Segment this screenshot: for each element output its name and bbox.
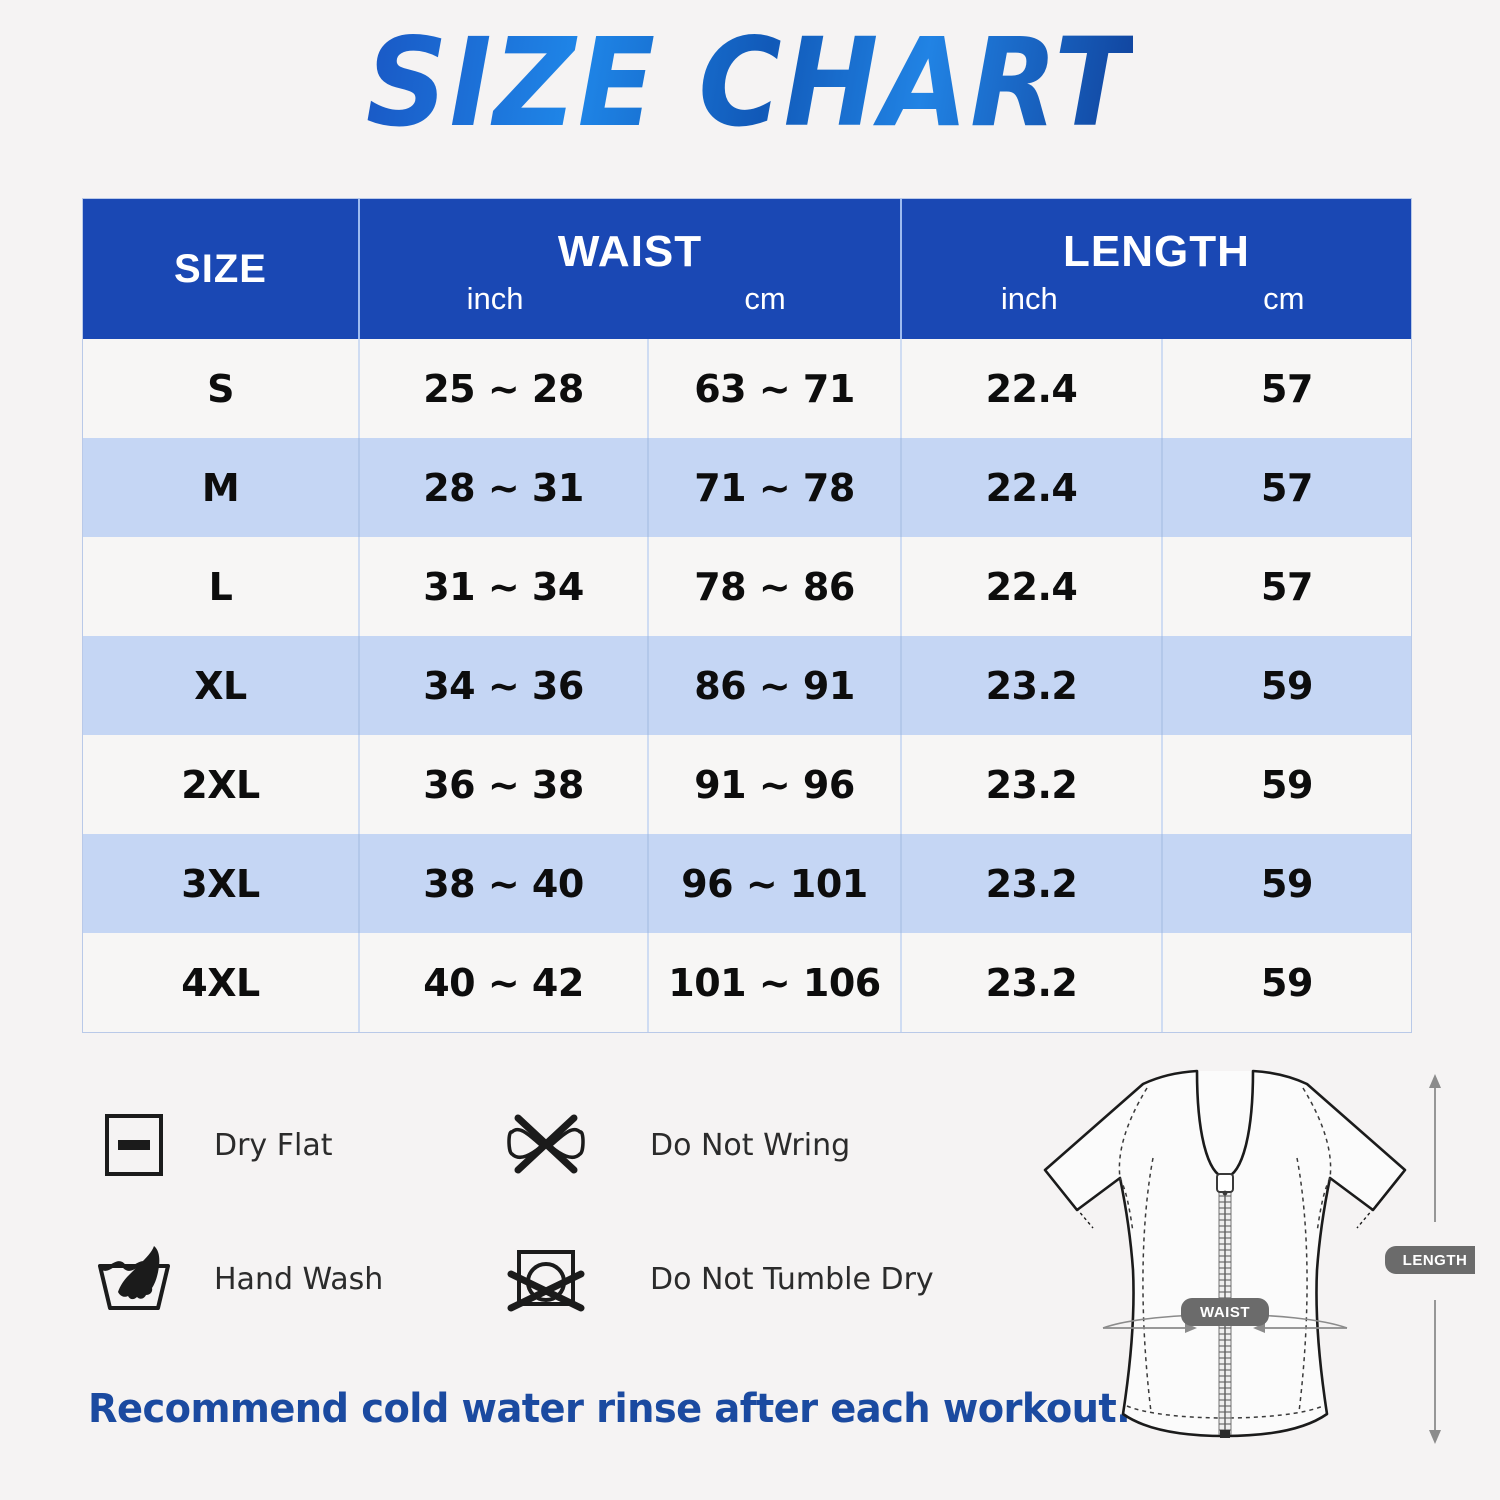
cell-length-cm: 57: [1162, 537, 1411, 636]
header-length-cm: cm: [1263, 281, 1305, 316]
table-row: 4XL 40 ~ 42 101 ~ 106 23.2 59: [83, 933, 1411, 1032]
cell-length-inch: 23.2: [901, 735, 1163, 834]
header-waist-cm: cm: [744, 281, 786, 316]
do-not-wring-icon: [500, 1104, 592, 1186]
waist-badge-label: WAIST: [1200, 1304, 1250, 1321]
cell-length-inch: 22.4: [901, 438, 1163, 537]
size-table: SIZE WAIST inch cm LENGTH: [83, 199, 1411, 1032]
length-badge-label: LENGTH: [1403, 1252, 1468, 1269]
table-row: L 31 ~ 34 78 ~ 86 22.4 57: [83, 537, 1411, 636]
header-length-label: LENGTH: [1063, 227, 1250, 276]
cell-waist-cm: 86 ~ 91: [648, 636, 902, 735]
cell-length-inch: 23.2: [901, 834, 1163, 933]
cell-length-cm: 59: [1162, 636, 1411, 735]
length-measure-arrow: [1429, 1074, 1441, 1444]
recommendation-text: Recommend cold water rinse after each wo…: [88, 1386, 1131, 1432]
table-row: 3XL 38 ~ 40 96 ~ 101 23.2 59: [83, 834, 1411, 933]
header-size: SIZE: [83, 199, 360, 339]
cell-size: S: [83, 339, 360, 438]
cell-size: XL: [83, 636, 360, 735]
cell-waist-inch: 28 ~ 31: [359, 438, 649, 537]
cell-waist-inch: 36 ~ 38: [359, 735, 649, 834]
care-label-hand-wash: Hand Wash: [214, 1261, 384, 1297]
cell-waist-inch: 34 ~ 36: [359, 636, 649, 735]
cell-length-inch: 22.4: [901, 537, 1163, 636]
cell-length-inch: 23.2: [901, 933, 1163, 1032]
cell-length-inch: 22.4: [901, 339, 1163, 438]
do-not-tumble-dry-icon: [500, 1238, 592, 1320]
cell-waist-inch: 40 ~ 42: [359, 933, 649, 1032]
care-item-do-not-wring: Do Not Wring: [500, 1104, 970, 1186]
cell-waist-cm: 71 ~ 78: [648, 438, 902, 537]
cell-length-cm: 59: [1162, 834, 1411, 933]
hand-wash-icon: [88, 1238, 180, 1320]
table-row: 2XL 36 ~ 38 91 ~ 96 23.2 59: [83, 735, 1411, 834]
cell-waist-cm: 101 ~ 106: [648, 933, 902, 1032]
page-title: SIZE CHART: [366, 12, 1134, 154]
care-label-dry-flat: Dry Flat: [214, 1127, 333, 1163]
size-table-container: SIZE WAIST inch cm LENGTH: [82, 198, 1412, 1033]
cell-waist-inch: 31 ~ 34: [359, 537, 649, 636]
care-label-do-not-wring: Do Not Wring: [650, 1127, 851, 1163]
cell-size: 4XL: [83, 933, 360, 1032]
care-item-dry-flat: Dry Flat: [88, 1104, 500, 1186]
cell-waist-cm: 63 ~ 71: [648, 339, 902, 438]
table-header-row: SIZE WAIST inch cm LENGTH: [83, 199, 1411, 339]
table-header: SIZE WAIST inch cm LENGTH: [83, 199, 1411, 339]
cell-size: L: [83, 537, 360, 636]
care-row-2: Hand Wash Do Not Tumble Dry: [88, 1238, 988, 1320]
cell-size: 2XL: [83, 735, 360, 834]
cell-size: 3XL: [83, 834, 360, 933]
header-waist-group: WAIST inch cm: [359, 199, 902, 339]
care-label-do-not-tumble-dry: Do Not Tumble Dry: [650, 1261, 934, 1297]
cell-waist-cm: 96 ~ 101: [648, 834, 902, 933]
cell-length-inch: 23.2: [901, 636, 1163, 735]
dry-flat-icon: [88, 1104, 180, 1186]
header-length-inch: inch: [1000, 281, 1058, 316]
table-row: XL 34 ~ 36 86 ~ 91 23.2 59: [83, 636, 1411, 735]
header-waist-label: WAIST: [557, 227, 703, 276]
table-body: S 25 ~ 28 63 ~ 71 22.4 57 M 28 ~ 31 71 ~ 78 22.4…: [83, 339, 1411, 1032]
header-length-group: LENGTH inch cm: [901, 199, 1411, 339]
care-row-1: Dry Flat Do Not Wring: [88, 1104, 988, 1186]
header-waist-inch: inch: [466, 281, 524, 316]
care-item-hand-wash: Hand Wash: [88, 1238, 500, 1320]
table-row: M 28 ~ 31 71 ~ 78 22.4 57: [83, 438, 1411, 537]
cell-length-cm: 59: [1162, 933, 1411, 1032]
page-title-container: SIZE CHART: [0, 12, 1500, 154]
cell-waist-cm: 78 ~ 86: [648, 537, 902, 636]
waist-badge: WAIST: [1181, 1298, 1269, 1326]
care-item-do-not-tumble-dry: Do Not Tumble Dry: [500, 1238, 970, 1320]
garment-diagram: WAIST LENGTH: [975, 1062, 1475, 1500]
cell-waist-cm: 91 ~ 96: [648, 735, 902, 834]
length-badge: LENGTH: [1385, 1246, 1475, 1274]
cell-waist-inch: 25 ~ 28: [359, 339, 649, 438]
cell-length-cm: 57: [1162, 339, 1411, 438]
cell-size: M: [83, 438, 360, 537]
cell-waist-inch: 38 ~ 40: [359, 834, 649, 933]
header-size-label: SIZE: [174, 246, 267, 291]
cell-length-cm: 57: [1162, 438, 1411, 537]
cell-length-cm: 59: [1162, 735, 1411, 834]
table-row: S 25 ~ 28 63 ~ 71 22.4 57: [83, 339, 1411, 438]
care-instructions: Dry Flat Do Not Wring: [88, 1104, 988, 1372]
